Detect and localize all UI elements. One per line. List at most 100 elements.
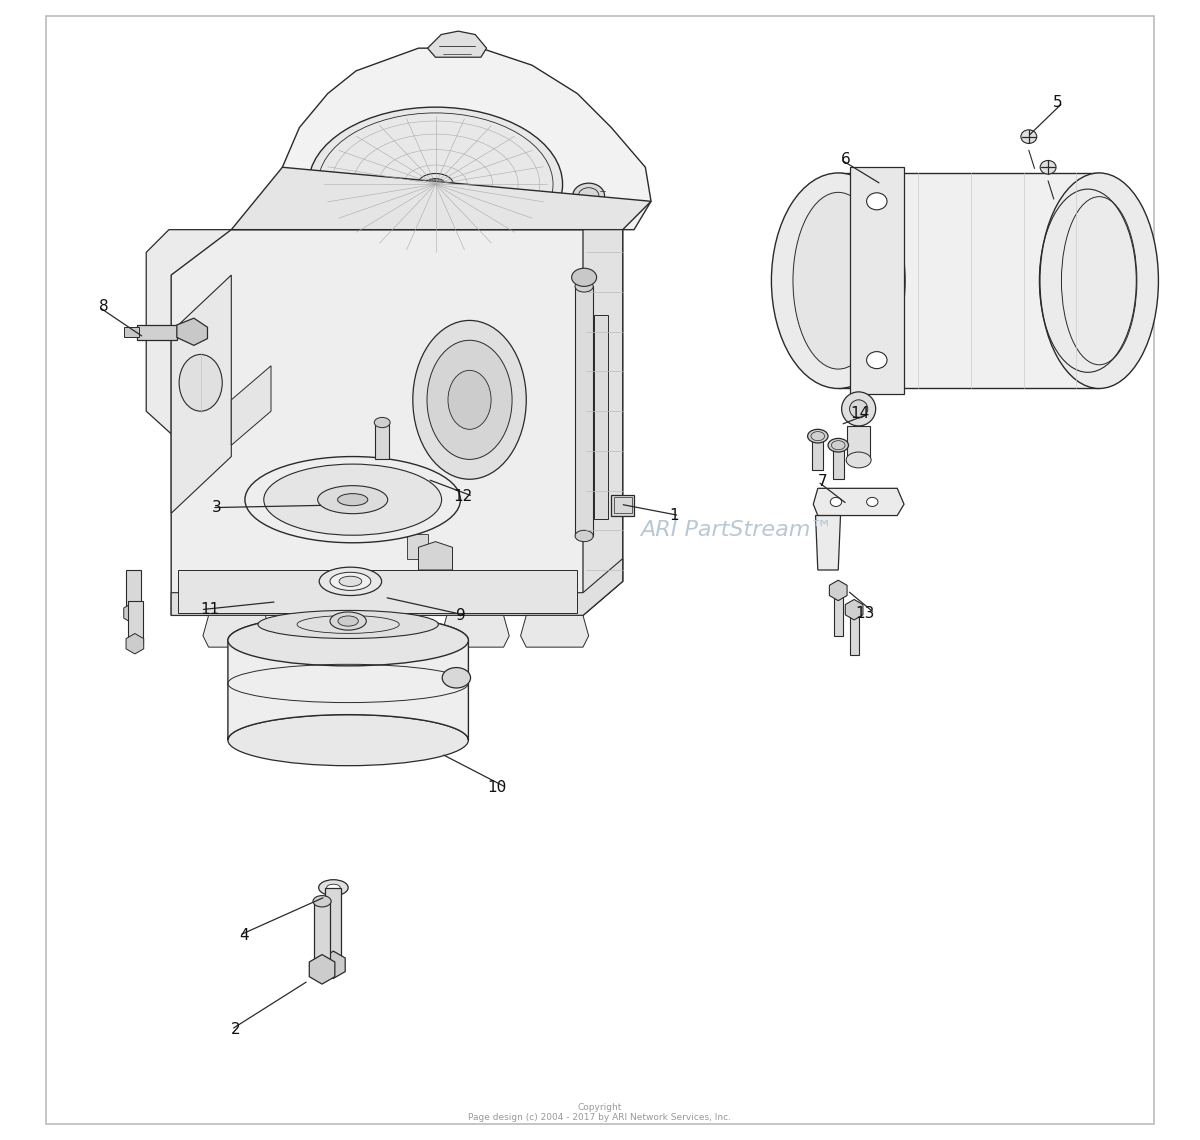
Polygon shape	[232, 168, 652, 229]
Polygon shape	[829, 580, 847, 601]
Polygon shape	[845, 600, 863, 620]
Ellipse shape	[866, 193, 887, 210]
Polygon shape	[850, 168, 904, 394]
Text: 7: 7	[818, 474, 828, 489]
Ellipse shape	[572, 184, 605, 209]
Ellipse shape	[846, 453, 871, 467]
Polygon shape	[322, 951, 346, 978]
Bar	[847, 426, 870, 459]
Text: 14: 14	[851, 406, 870, 421]
Ellipse shape	[319, 568, 382, 595]
Text: 8: 8	[98, 300, 108, 315]
Ellipse shape	[793, 193, 883, 369]
Text: 3: 3	[212, 500, 222, 515]
Bar	[839, 173, 1099, 389]
Ellipse shape	[575, 530, 593, 542]
Ellipse shape	[772, 173, 905, 389]
Polygon shape	[172, 229, 623, 616]
Ellipse shape	[228, 715, 468, 766]
Ellipse shape	[245, 456, 461, 543]
Bar	[384, 511, 404, 536]
Ellipse shape	[330, 612, 366, 630]
Polygon shape	[816, 515, 840, 570]
Bar	[613, 497, 631, 513]
Bar	[812, 437, 823, 470]
Ellipse shape	[264, 464, 442, 535]
Ellipse shape	[340, 576, 361, 586]
Polygon shape	[228, 614, 468, 740]
Ellipse shape	[808, 430, 828, 443]
Bar	[834, 591, 842, 636]
Polygon shape	[427, 31, 486, 57]
Polygon shape	[172, 559, 623, 616]
Text: 2: 2	[232, 1021, 241, 1037]
Ellipse shape	[866, 351, 887, 368]
Ellipse shape	[1040, 173, 1158, 389]
Text: 10: 10	[487, 780, 506, 796]
Ellipse shape	[318, 486, 388, 514]
Polygon shape	[419, 542, 452, 570]
Ellipse shape	[179, 355, 222, 412]
Bar	[314, 902, 330, 969]
Ellipse shape	[830, 497, 841, 506]
Ellipse shape	[326, 885, 341, 891]
Polygon shape	[178, 570, 577, 613]
Ellipse shape	[1040, 161, 1056, 174]
Polygon shape	[521, 616, 589, 648]
Text: 4: 4	[239, 928, 248, 943]
Polygon shape	[137, 325, 176, 340]
Ellipse shape	[319, 880, 348, 896]
Bar	[611, 495, 634, 515]
Bar	[833, 446, 844, 479]
Text: 9: 9	[456, 608, 466, 622]
Ellipse shape	[330, 572, 371, 591]
Polygon shape	[176, 318, 208, 345]
Text: 11: 11	[200, 602, 220, 617]
Ellipse shape	[258, 610, 438, 638]
Polygon shape	[442, 616, 509, 648]
Ellipse shape	[228, 614, 468, 666]
Bar	[594, 315, 608, 519]
Ellipse shape	[828, 439, 848, 453]
Text: Copyright
Page design (c) 2004 - 2017 by ARI Network Services, Inc.: Copyright Page design (c) 2004 - 2017 by…	[468, 1102, 732, 1122]
Bar	[376, 423, 389, 458]
Text: 12: 12	[454, 489, 473, 504]
Ellipse shape	[866, 497, 878, 506]
Bar	[124, 327, 139, 337]
Text: 6: 6	[840, 152, 851, 166]
Ellipse shape	[571, 268, 596, 286]
Polygon shape	[203, 616, 271, 648]
Polygon shape	[232, 366, 271, 446]
Text: ARI PartStream™: ARI PartStream™	[640, 520, 833, 540]
Ellipse shape	[575, 280, 593, 292]
Polygon shape	[146, 229, 232, 434]
Ellipse shape	[308, 107, 563, 261]
Bar	[126, 570, 140, 613]
Ellipse shape	[850, 400, 868, 418]
Polygon shape	[310, 954, 335, 984]
Polygon shape	[814, 488, 904, 515]
Text: 1: 1	[670, 508, 679, 523]
Polygon shape	[271, 616, 340, 648]
Text: 13: 13	[856, 605, 875, 620]
Ellipse shape	[413, 320, 527, 479]
Polygon shape	[583, 229, 623, 616]
Bar	[575, 286, 593, 536]
Ellipse shape	[1021, 130, 1037, 144]
Bar	[407, 534, 427, 559]
Text: 5: 5	[1054, 95, 1063, 111]
Bar	[850, 610, 859, 656]
Ellipse shape	[442, 668, 470, 687]
Polygon shape	[282, 48, 652, 229]
Ellipse shape	[374, 417, 390, 428]
Ellipse shape	[448, 370, 491, 430]
Bar	[128, 601, 143, 644]
Polygon shape	[356, 616, 424, 648]
Ellipse shape	[426, 179, 445, 190]
Ellipse shape	[841, 392, 876, 426]
Ellipse shape	[337, 494, 367, 506]
Polygon shape	[126, 634, 144, 654]
Polygon shape	[124, 603, 142, 624]
Ellipse shape	[313, 896, 331, 907]
Ellipse shape	[427, 340, 512, 459]
